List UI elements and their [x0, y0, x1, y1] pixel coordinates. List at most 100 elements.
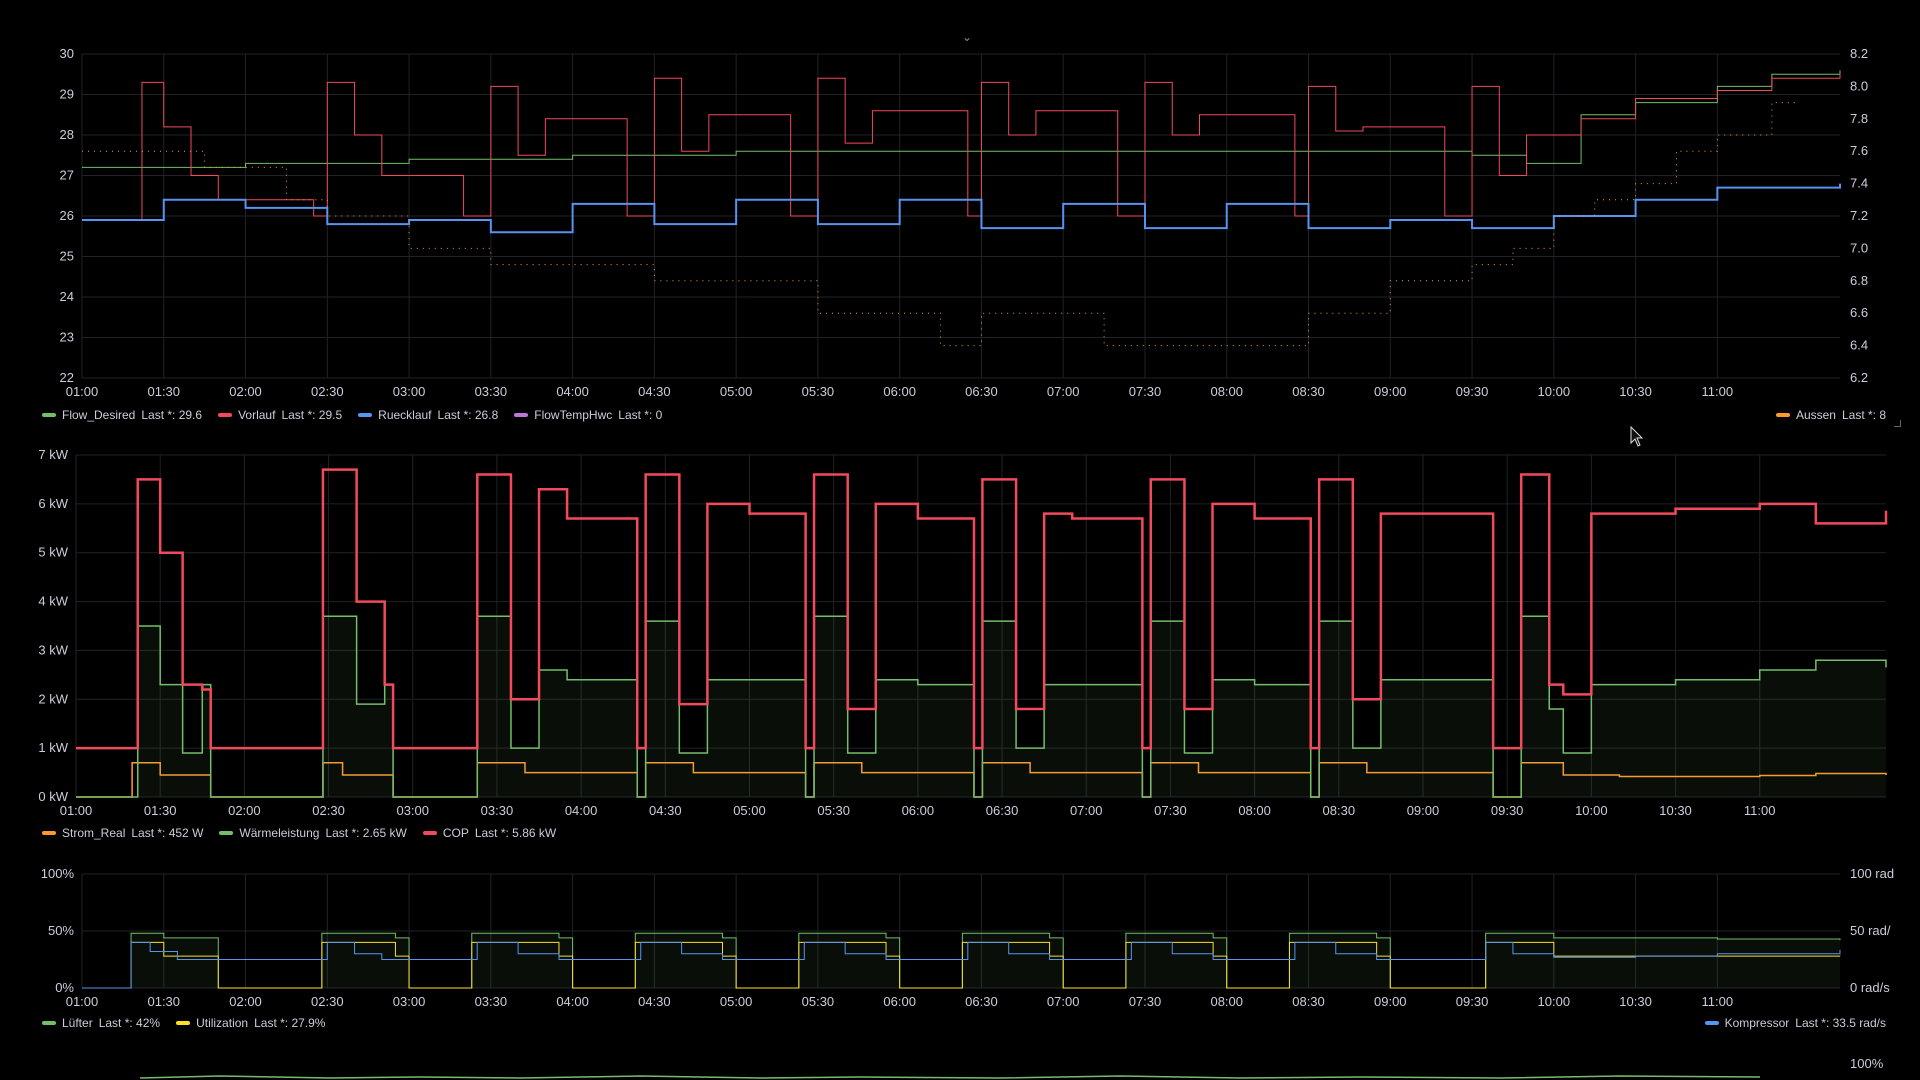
x-tick-label: 04:30: [649, 803, 682, 818]
series-line-vorlauf[interactable]: [82, 74, 1841, 221]
power-legend-item-strom-real[interactable]: Strom_Real Last *: 452 W: [42, 826, 203, 840]
power-chart[interactable]: 0 kW 1 kW 2 kW 3 kW 4 kW 5 kW 6 kW 7 kW 01:00 01:…: [0, 440, 1920, 840]
y-tick-label: 1 kW: [38, 740, 68, 755]
temperature-legend-item-aussen[interactable]: Aussen Last *: 8: [1775, 408, 1886, 422]
legend-swatch: [514, 413, 529, 417]
x-tick-label: 11:00: [1702, 994, 1734, 1009]
x-tick-label: 01:30: [147, 384, 180, 399]
x-tick-label: 09:30: [1456, 994, 1489, 1009]
x-tick-label: 01:00: [66, 994, 99, 1009]
x-tick-label: 07:30: [1129, 384, 1162, 399]
x-tick-label: 06:00: [883, 384, 916, 399]
utilization-legend-item-utilization[interactable]: Utilization Last *: 27.9%: [176, 1016, 325, 1030]
x-tick-label: 08:00: [1210, 994, 1243, 1009]
power-legend-item-w-rmeleistung[interactable]: Wärmeleistung Last *: 2.65 kW: [219, 826, 407, 840]
x-tick-label: 04:00: [556, 384, 589, 399]
legend-series-name: Wärmeleistung: [239, 826, 320, 840]
y-tick-label: 3 kW: [38, 642, 68, 657]
legend-series-name: Utilization: [196, 1016, 249, 1030]
y-right-tick-label: 7.8: [1850, 111, 1868, 126]
legend-swatch: [422, 831, 437, 835]
x-tick-label: 09:00: [1407, 803, 1440, 818]
x-tick-label: 07:00: [1070, 803, 1103, 818]
bottom-chart[interactable]: 100%: [0, 1050, 1920, 1080]
legend-swatch: [42, 831, 56, 835]
y-tick-label: 4 kW: [38, 594, 68, 609]
y-tick-label: 50%: [48, 923, 74, 938]
x-tick-label: 06:00: [883, 994, 916, 1009]
y-tick-label: 100%: [41, 866, 75, 881]
temperature-legend-item-flow-desired[interactable]: Flow_Desired Last *: 29.6: [42, 408, 202, 422]
x-tick-label: 09:00: [1374, 384, 1407, 399]
y-tick-label: 24: [60, 289, 74, 304]
temperature-legend-item-flowtemphwc[interactable]: FlowTempHwc Last *: 0: [514, 408, 662, 422]
x-tick-label: 10:30: [1659, 803, 1692, 818]
legend-last-value: Last *: 0: [618, 408, 663, 422]
y-right-tick-label: 7.0: [1850, 240, 1868, 255]
x-tick-label: 04:00: [556, 994, 589, 1009]
x-tick-label: 04:30: [638, 384, 671, 399]
x-tick-label: 06:30: [986, 803, 1019, 818]
y-right-tick-label: 6.8: [1850, 273, 1868, 288]
utilization-legend: Lüfter Last *: 42% Utilization Last *: 27.9…: [42, 1014, 325, 1032]
series-line-flow-desired[interactable]: [82, 70, 1841, 168]
y-tick-label: 6 kW: [38, 496, 68, 511]
y-tick-label: 23: [60, 330, 74, 345]
series-line-ruecklauf[interactable]: [82, 183, 1841, 234]
x-tick-label: 07:00: [1047, 994, 1080, 1009]
x-tick-label: 08:30: [1292, 384, 1325, 399]
series-line-aussen[interactable]: [82, 102, 1800, 347]
legend-swatch: [219, 831, 234, 835]
series-line-kompressor[interactable]: [82, 941, 1841, 989]
utilization-legend-item-kompressor[interactable]: Kompressor Last *: 33.5 rad/s: [1704, 1016, 1886, 1030]
y-right-tick-label: 8.0: [1850, 78, 1868, 93]
legend-swatch: [176, 1021, 191, 1025]
y-right-tick-label: 6.4: [1850, 338, 1868, 353]
x-tick-label: 06:00: [902, 803, 935, 818]
utilization-legend-item-l-fter[interactable]: Lüfter Last *: 42%: [42, 1016, 160, 1030]
y-tick-label: 27: [60, 168, 74, 183]
x-tick-label: 04:00: [565, 803, 598, 818]
y-right-tick-label: 6.2: [1850, 370, 1868, 385]
y-right-tick-label: 50 rad/: [1850, 923, 1891, 938]
x-tick-label: 10:30: [1619, 994, 1652, 1009]
power-panel: 0 kW 1 kW 2 kW 3 kW 4 kW 5 kW 6 kW 7 kW 01:00 01:…: [0, 440, 1920, 850]
legend-series-name: Aussen: [1795, 408, 1836, 422]
x-tick-label: 07:30: [1154, 803, 1187, 818]
x-tick-label: 10:30: [1619, 384, 1652, 399]
legend-swatch: [1704, 1021, 1719, 1025]
y-tick-label: 30: [60, 46, 74, 61]
y-tick-label: 5 kW: [38, 545, 68, 560]
temperature-legend-item-ruecklauf[interactable]: Ruecklauf Last *: 26.8: [358, 408, 498, 422]
series-line-cop[interactable]: [76, 468, 1888, 750]
series-line-w-rmeleistung[interactable]: [76, 615, 1887, 798]
legend-series-name: Lüfter: [62, 1016, 93, 1030]
x-tick-label: 08:30: [1323, 803, 1356, 818]
legend-swatch: [42, 1021, 56, 1025]
legend-last-value: Last *: 452 W: [131, 826, 204, 840]
legend-series-name: Strom_Real: [62, 826, 126, 840]
y-right-tick-label: 100 rad: [1850, 866, 1894, 881]
x-tick-label: 05:00: [733, 803, 766, 818]
temperature-chart[interactable]: 22 23 24 25 26 27 28 29 30 6.2 6.4 6.6 6.8 7.0 7.2 7.4 7…: [0, 0, 1920, 412]
x-tick-label: 10:00: [1538, 994, 1571, 1009]
temperature-legend-item-vorlauf[interactable]: Vorlauf Last *: 29.5: [218, 408, 342, 422]
y-tick-label: 29: [60, 87, 74, 102]
y-right-tick-label: 7.2: [1850, 208, 1868, 223]
utilization-chart[interactable]: 0% 50% 100% 0 rad/s 50 rad/100 rad 01:00 01:30…: [0, 862, 1920, 1022]
power-legend-item-cop[interactable]: COP Last *: 5.86 kW: [422, 826, 556, 840]
series-line-partial: [139, 1075, 1761, 1079]
legend-last-value: Last *: 26.8: [437, 408, 499, 422]
legend-swatch: [218, 413, 233, 417]
legend-swatch: [1775, 413, 1790, 417]
legend-last-value: Last *: 33.5 rad/s: [1795, 1016, 1886, 1030]
resize-handle-icon[interactable]: [1894, 420, 1901, 427]
y-tick-label: 25: [60, 249, 74, 264]
x-tick-label: 03:00: [393, 994, 426, 1009]
legend-last-value: Last *: 42%: [98, 1016, 161, 1030]
x-tick-label: 09:00: [1374, 994, 1407, 1009]
chevron-down-icon[interactable]: ⌄: [962, 30, 973, 44]
y-right-tick-label: 7.6: [1850, 143, 1868, 158]
legend-series-name: Kompressor: [1724, 1016, 1790, 1030]
x-tick-label: 08:00: [1210, 384, 1243, 399]
